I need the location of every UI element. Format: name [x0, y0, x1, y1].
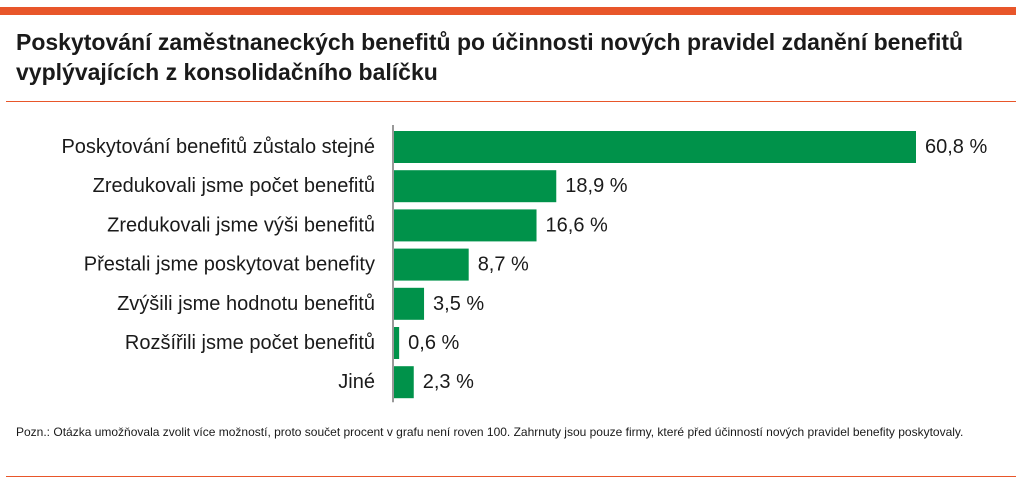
value-label: 0,6 % — [408, 332, 459, 354]
top-accent-bar — [0, 7, 1016, 15]
bar — [394, 170, 557, 203]
bar — [394, 327, 400, 359]
category-label: Rozšířili jsme počet benefitů — [125, 332, 375, 354]
category-label: Zredukovali jsme počet benefitů — [93, 175, 375, 197]
chart-title: Poskytování zaměstnaneckých benefitů po … — [16, 29, 964, 85]
category-label: Zvýšili jsme hodnotu benefitů — [117, 293, 375, 315]
category-label: Přestali jsme poskytovat benefity — [84, 254, 375, 276]
bar — [394, 287, 425, 320]
bottom-divider — [6, 476, 1016, 477]
category-label: Zredukovali jsme výši benefitů — [107, 214, 375, 236]
value-label: 3,5 % — [433, 293, 484, 315]
value-label: 18,9 % — [565, 175, 627, 197]
bar — [394, 248, 469, 281]
title-divider — [6, 101, 1016, 102]
category-label: Jiné — [338, 371, 375, 393]
value-label: 16,6 % — [546, 214, 608, 236]
bar — [394, 366, 414, 399]
bar — [394, 131, 916, 163]
value-label: 60,8 % — [925, 136, 987, 158]
bar-chart: Poskytování benefitů zůstalo stejné 60,8 … — [61, 125, 987, 403]
bar — [394, 209, 537, 242]
value-label: 2,3 % — [423, 371, 474, 393]
value-label: 8,7 % — [478, 254, 529, 276]
footnote: Pozn.: Otázka umožňovala zvolit více mož… — [16, 425, 964, 439]
category-label: Poskytování benefitů zůstalo stejné — [61, 136, 375, 158]
